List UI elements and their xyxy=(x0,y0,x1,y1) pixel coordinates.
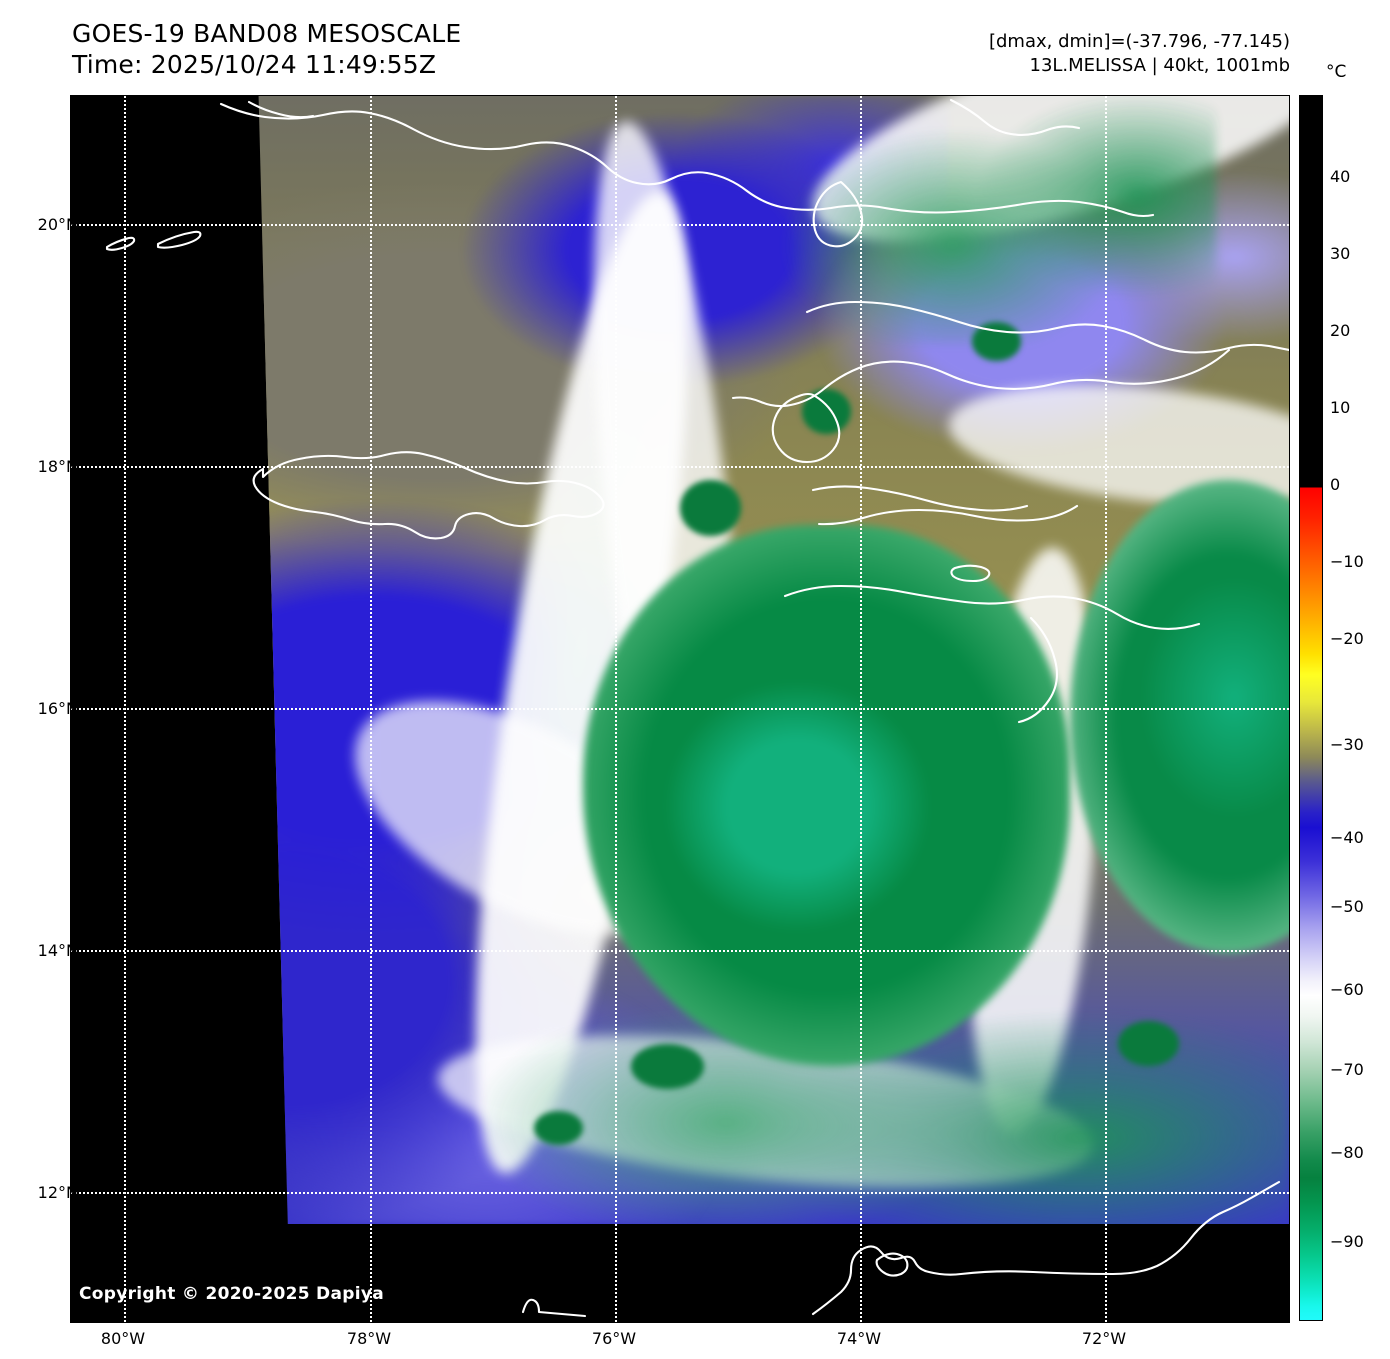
axis-label-lon-74w: 74°W xyxy=(836,1329,882,1348)
storm-info-label: 13L.MELISSA | 40kt, 1001mb xyxy=(1029,55,1291,76)
coastline-overlay xyxy=(71,96,1289,1322)
cold-top-blob-1 xyxy=(680,479,741,536)
colorbar-tick-neg50: −50 xyxy=(1330,897,1364,916)
copyright-label: Copyright © 2020-2025 Dapiya xyxy=(79,1284,384,1304)
coastline-haiti-tiburon-peninsula xyxy=(813,486,1077,524)
satellite-data-extent xyxy=(258,96,1289,1224)
axis-label-lat-14n: 14°N xyxy=(37,941,78,960)
axis-label-lat-20n: 20°N xyxy=(37,215,78,234)
colorbar-tick-neg80: −80 xyxy=(1330,1143,1364,1162)
dmax-dmin-label: [dmax, dmin]=(-37.796, -77.145) xyxy=(988,31,1290,52)
raster-layers xyxy=(71,96,1289,1322)
axis-label-lat-18n: 18°N xyxy=(37,457,78,476)
coastline-south-small xyxy=(523,1300,585,1316)
coastline-little-cayman xyxy=(107,238,134,250)
coastline-hispaniola xyxy=(733,302,1289,462)
colorbar[interactable] xyxy=(1299,95,1323,1321)
colorbar-tick-40: 40 xyxy=(1330,167,1351,186)
coastline-cuba-south xyxy=(221,104,1153,216)
coastline-guajira-inlet xyxy=(877,1254,908,1276)
page-title: GOES-19 BAND08 MESOSCALE xyxy=(72,19,462,48)
title-block: GOES-19 BAND08 MESOSCALE Time: 2025/10/2… xyxy=(72,18,461,80)
colorbar-tick-neg60: −60 xyxy=(1330,980,1364,999)
axis-label-lon-72w: 72°W xyxy=(1081,1329,1127,1348)
coastline-cayman-brac xyxy=(158,232,200,248)
axis-label-lon-80w: 80°W xyxy=(100,1329,146,1348)
central-dense-overcast xyxy=(582,524,1070,1067)
colorbar-tick-0: 0 xyxy=(1330,475,1341,494)
metadata-block: [dmax, dmin]=(-37.796, -77.145) 13L.MELI… xyxy=(989,30,1290,78)
colorbar-tick-neg10: −10 xyxy=(1330,552,1364,571)
axis-label-lon-76w: 76°W xyxy=(591,1329,637,1348)
cold-top-blob-2 xyxy=(801,389,851,435)
coastline-cuba-southeast-bay xyxy=(814,182,862,246)
coastline-jamaica xyxy=(254,452,604,538)
axis-label-lon-78w: 78°W xyxy=(346,1329,392,1348)
coastline-colombia-venezuela xyxy=(813,1182,1279,1314)
colorbar-tick-neg70: −70 xyxy=(1330,1060,1364,1079)
colorbar-tick-neg20: −20 xyxy=(1330,629,1364,648)
coastline-hispaniola-sw-tip xyxy=(1019,618,1057,722)
axis-label-lat-12n: 12°N xyxy=(37,1183,78,1202)
colorbar-tick-30: 30 xyxy=(1330,244,1351,263)
axis-label-lat-16n: 16°N xyxy=(37,699,78,718)
colorbar-tick-neg90: −90 xyxy=(1330,1232,1364,1251)
timestamp-label: Time: 2025/10/24 11:49:55Z xyxy=(72,50,437,79)
coastline-hispaniola-south xyxy=(785,586,1199,629)
colorbar-unit-label: °C xyxy=(1326,62,1347,82)
colorbar-tick-20: 20 xyxy=(1330,321,1351,340)
colorbar-tick-10: 10 xyxy=(1330,398,1351,417)
cold-top-blob-5 xyxy=(533,1111,583,1146)
satellite-image-plot: Copyright © 2020-2025 Dapiya xyxy=(70,95,1290,1323)
coastline-hispaniola-islet xyxy=(951,566,989,581)
cold-top-blob-4 xyxy=(1118,1020,1180,1067)
colorbar-tick-neg30: −30 xyxy=(1330,735,1364,754)
cold-top-blob-3 xyxy=(631,1043,705,1089)
coastline-cuba-key-chain xyxy=(249,102,313,117)
colorbar-tick-neg40: −40 xyxy=(1330,828,1364,847)
coastline-cuba-north-tip xyxy=(951,100,1079,135)
